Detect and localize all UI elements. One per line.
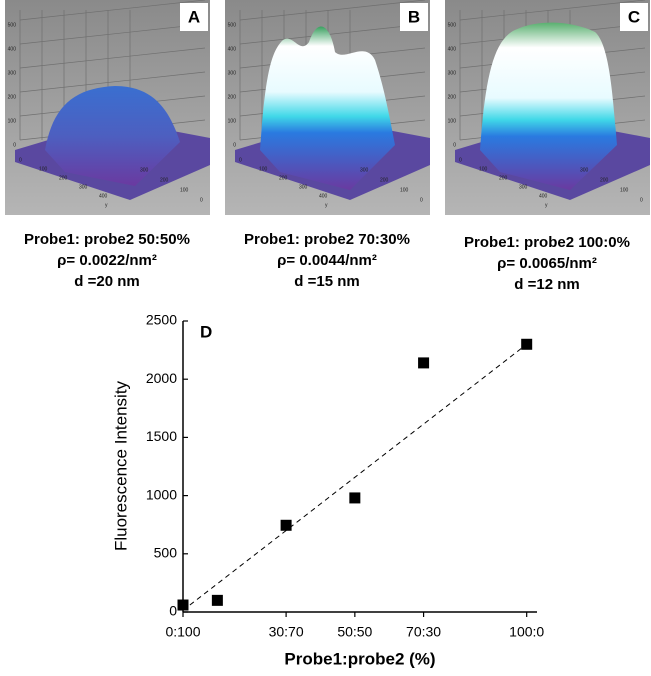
z-tick-label: 500 (448, 22, 457, 28)
point (281, 520, 292, 531)
y-tick-label: 200 (160, 177, 169, 183)
y-tick-label: 100 (400, 187, 409, 193)
x-tick-label: 400 (539, 193, 548, 199)
panel-label: B (408, 7, 420, 26)
x-tick-label: 400 (99, 193, 108, 199)
surface-panel: 010020030040050001002003004000100200300y… (225, 0, 430, 215)
z-tick-label: 200 (228, 94, 237, 100)
z-tick-label: 200 (448, 94, 457, 100)
y-tick-label: 300 (140, 167, 149, 173)
z-tick-label: 300 (8, 70, 17, 76)
x-tick-label: 0:100 (165, 624, 200, 640)
x-tick-label: 300 (79, 184, 88, 190)
panels: 010020030040050001002003004000100200300y… (5, 0, 650, 293)
figure: 010020030040050001002003004000100200300y… (0, 0, 651, 671)
panel-label: A (188, 7, 200, 26)
z-tick-label: 100 (448, 118, 457, 124)
x-tick-label: 100 (39, 166, 48, 172)
caption: ρ= 0.0044/nm² (277, 252, 377, 269)
z-tick-label: 400 (448, 46, 457, 52)
y-tick-label: 1500 (146, 428, 177, 444)
x-tick-label: 70:30 (406, 624, 441, 640)
y-tick-label: 500 (154, 545, 178, 561)
caption: Probe1: probe2 50:50% (24, 231, 190, 248)
y-axis-label: Fluorescence Intensity (111, 380, 130, 551)
y-tick-label: 300 (360, 167, 369, 173)
caption: ρ= 0.0065/nm² (497, 255, 597, 272)
y-tick-label: 100 (620, 187, 629, 193)
z-tick-label: 500 (8, 22, 17, 28)
z-tick-label: 0 (13, 142, 16, 148)
scatter-chart: 0 500 1000 1500 2000 2500 0:100 30:70 50:50 70:30… (111, 312, 544, 669)
y-tick-label: 100 (180, 187, 189, 193)
z-tick-label: 0 (233, 142, 236, 148)
x-tick-label: 200 (59, 175, 68, 181)
point (521, 339, 532, 350)
surface-panel: 010020030040050001002003004000100200300y… (5, 0, 210, 215)
x-tick-label: 100 (259, 166, 268, 172)
point (418, 357, 429, 368)
trend-line (190, 344, 527, 605)
x-tick-label: 400 (319, 193, 328, 199)
z-tick-label: 100 (8, 118, 17, 124)
panel-label: C (628, 7, 640, 26)
z-tick-label: 500 (228, 22, 237, 28)
surface-panel: 010020030040050001002003004000100200300y… (445, 0, 650, 215)
x-axis-label: Probe1:probe2 (%) (284, 649, 435, 668)
x-tick-label: 50:50 (337, 624, 372, 640)
point (349, 492, 360, 503)
x-tick-label: 100:0 (509, 624, 544, 640)
caption: d =20 nm (74, 273, 139, 290)
x-tick-label: 0 (239, 157, 242, 163)
caption: d =15 nm (294, 273, 359, 290)
y-tick-label: 2500 (146, 312, 177, 328)
x-tick-label: 300 (519, 184, 528, 190)
x-tick-label: 200 (279, 175, 288, 181)
z-tick-label: 300 (228, 70, 237, 76)
point (212, 595, 223, 606)
caption: Probe1: probe2 100:0% (464, 234, 630, 251)
z-tick-label: 0 (453, 142, 456, 148)
x-tick-label: 200 (499, 175, 508, 181)
x-tick-label: 30:70 (269, 624, 304, 640)
y-tick-label: 0 (420, 197, 423, 203)
z-tick-label: 400 (228, 46, 237, 52)
panel-label: D (200, 322, 212, 341)
point (178, 600, 189, 611)
y-tick-label: 200 (380, 177, 389, 183)
x-tick-label: 300 (299, 184, 308, 190)
x-tick-label: 100 (479, 166, 488, 172)
caption: d =12 nm (514, 276, 579, 293)
z-tick-label: 200 (8, 94, 17, 100)
y-tick-label: 1000 (146, 486, 177, 502)
x-tick-label: 0 (459, 157, 462, 163)
z-tick-label: 400 (8, 46, 17, 52)
z-tick-label: 300 (448, 70, 457, 76)
y-tick-label: 200 (600, 177, 609, 183)
y-tick-label: 2000 (146, 370, 177, 386)
x-tick-label: 0 (19, 157, 22, 163)
z-tick-label: 100 (228, 118, 237, 124)
y-tick-label: 0 (169, 603, 177, 619)
y-tick-label: 0 (640, 197, 643, 203)
caption: ρ= 0.0022/nm² (57, 252, 157, 269)
y-tick-label: 300 (580, 167, 589, 173)
y-tick-label: 0 (200, 197, 203, 203)
caption: Probe1: probe2 70:30% (244, 231, 410, 248)
